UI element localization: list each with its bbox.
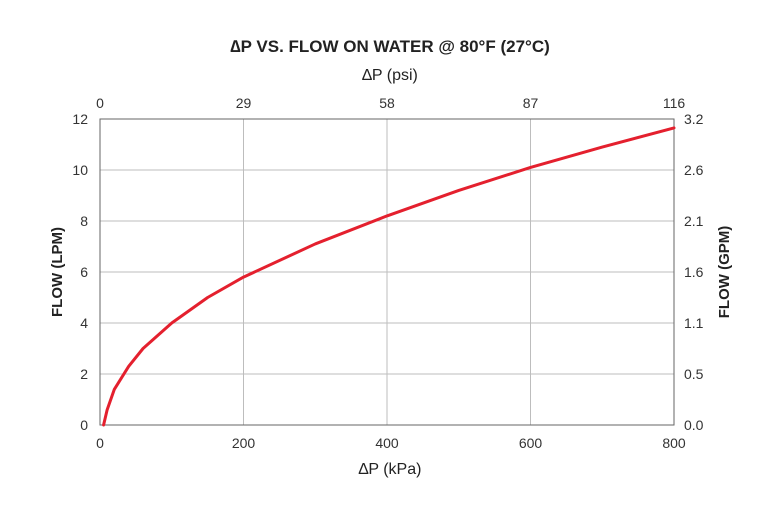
x2-tick-label: 0 <box>96 95 104 111</box>
y2-tick-label: 1.1 <box>684 315 704 331</box>
x2-axis-title: ∆P (psi) <box>362 67 418 84</box>
y-tick-label: 6 <box>80 264 88 280</box>
x2-tick-label: 116 <box>663 95 686 111</box>
y2-tick-label: 3.2 <box>684 111 704 127</box>
y-tick-label: 4 <box>80 315 88 331</box>
x-tick-label: 800 <box>662 435 686 451</box>
y2-axis-title: FLOW (GPM) <box>716 226 733 318</box>
y-tick-label: 0 <box>80 417 88 433</box>
y-tick-label: 12 <box>72 111 88 127</box>
y2-tick-label: 0.5 <box>684 366 704 382</box>
grid <box>99 118 675 426</box>
x2-tick-label: 87 <box>523 95 539 111</box>
x-tick-label: 600 <box>519 435 543 451</box>
y2-tick-label: 2.1 <box>684 213 704 229</box>
tick-labels: 0 200 400 600 800 0 29 58 87 116 0 2 4 6 8 10 12 0.0 0.5 1.… <box>72 95 703 451</box>
y2-tick-label: 2.6 <box>684 162 704 178</box>
x-tick-label: 0 <box>96 435 104 451</box>
x-axis-title: ∆P (kPa) <box>359 461 422 478</box>
y-tick-label: 2 <box>80 366 88 382</box>
y-tick-label: 8 <box>80 213 88 229</box>
plot-frame <box>99 118 675 426</box>
y2-tick-label: 0.0 <box>684 417 704 433</box>
y2-tick-label: 1.6 <box>684 264 704 280</box>
series-line-0 <box>102 126 676 427</box>
y-axis-title: FLOW (LPM) <box>49 227 66 317</box>
chart-title: ∆P VS. FLOW ON WATER @ 80°F (27°C) <box>230 37 550 56</box>
y-tick-label: 10 <box>72 162 88 178</box>
x2-tick-label: 29 <box>236 95 252 111</box>
x-tick-label: 200 <box>232 435 256 451</box>
x2-tick-label: 58 <box>379 95 395 111</box>
series-layer <box>102 126 676 427</box>
x-tick-label: 400 <box>375 435 399 451</box>
